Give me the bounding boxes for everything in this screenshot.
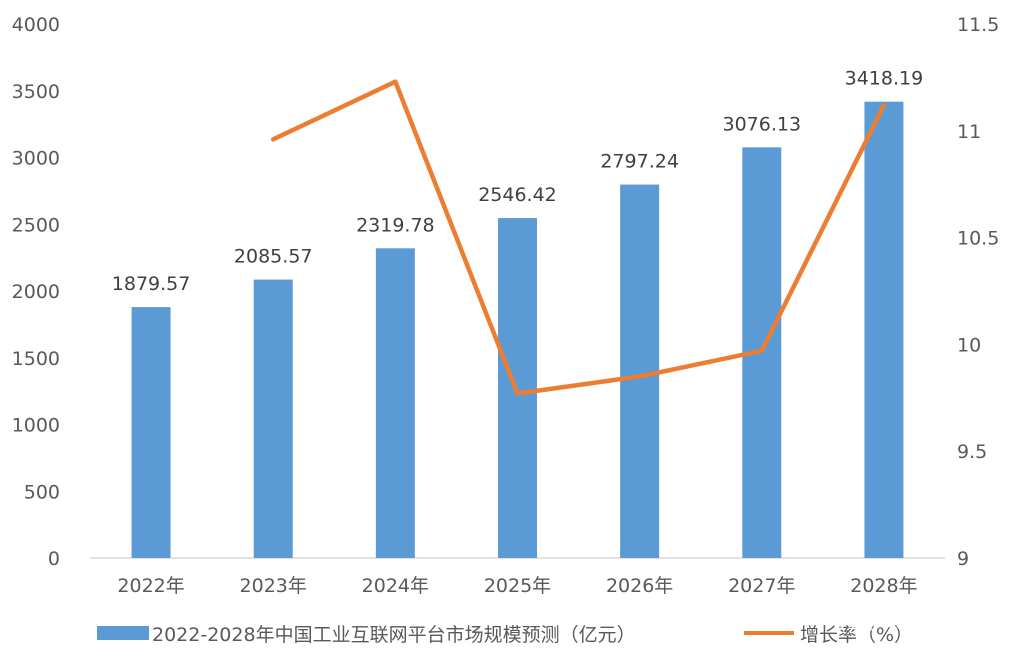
- growth-line-series: [270, 79, 887, 396]
- x-tick-label: 2023年: [240, 575, 307, 597]
- watermark: 知乎 @工业云: [838, 606, 990, 634]
- y-left-tick-label: 1000: [12, 415, 60, 437]
- x-axis: 2022年 2023年 2024年 2025年 2026年 2027年 2028年: [117, 575, 917, 597]
- y-left-tick-label: 4000: [12, 14, 60, 36]
- y-left-tick-label: 0: [48, 548, 60, 570]
- legend: 2022-2028年中国工业互联网平台市场规模预测（亿元） 增长率（%）: [97, 624, 913, 646]
- legend-line-label: 增长率（%）: [800, 624, 913, 646]
- bar: [253, 279, 293, 558]
- y-left-tick-label: 3500: [12, 81, 60, 103]
- y-left-tick-label: 500: [24, 481, 60, 503]
- bar-data-label: 1879.57: [112, 273, 191, 295]
- y-right-tick-label: 10: [957, 334, 981, 356]
- y-right-tick-label: 9.5: [957, 441, 987, 463]
- x-tick-label: 2025年: [484, 575, 551, 597]
- bar: [375, 248, 415, 558]
- bar-data-label: 2546.42: [478, 184, 557, 206]
- x-tick-label: 2026年: [606, 575, 673, 597]
- bar: [864, 101, 904, 559]
- bar-data-label: 2319.78: [356, 214, 435, 236]
- y-left-tick-label: 2500: [12, 214, 60, 236]
- bar-data-label: 3418.19: [845, 68, 924, 90]
- x-tick-label: 2024年: [362, 575, 429, 597]
- bar: [620, 184, 660, 558]
- x-tick-label: 2022年: [117, 575, 184, 597]
- x-tick-label: 2028年: [850, 575, 917, 597]
- legend-bar-swatch: [97, 626, 149, 640]
- y-right-tick-label: 9: [957, 548, 969, 570]
- y-right-tick-label: 11.5: [957, 14, 999, 36]
- y-axis-right: 9 9.5 10 10.5 11 11.5: [957, 14, 999, 570]
- bar-data-label: 2085.57: [234, 246, 313, 268]
- y-right-tick-label: 10.5: [957, 228, 999, 250]
- growth-line: [270, 79, 887, 396]
- bar-data-label: 2797.24: [600, 151, 679, 173]
- y-axis-left: 0 500 1000 1500 2000 2500 3000 3500 4000: [12, 14, 60, 570]
- y-right-tick-label: 11: [957, 121, 981, 143]
- y-left-tick-label: 2000: [12, 281, 60, 303]
- bar: [131, 307, 171, 558]
- x-tick-label: 2027年: [728, 575, 795, 597]
- y-left-tick-label: 1500: [12, 348, 60, 370]
- bar-data-labels: 1879.57 2085.57 2319.78 2546.42 2797.24 3076.…: [112, 68, 923, 295]
- legend-bar-label: 2022-2028年中国工业互联网平台市场规模预测（亿元）: [152, 624, 636, 646]
- bar-series: [131, 101, 904, 559]
- bar-data-label: 3076.13: [722, 113, 801, 135]
- y-left-tick-label: 3000: [12, 148, 60, 170]
